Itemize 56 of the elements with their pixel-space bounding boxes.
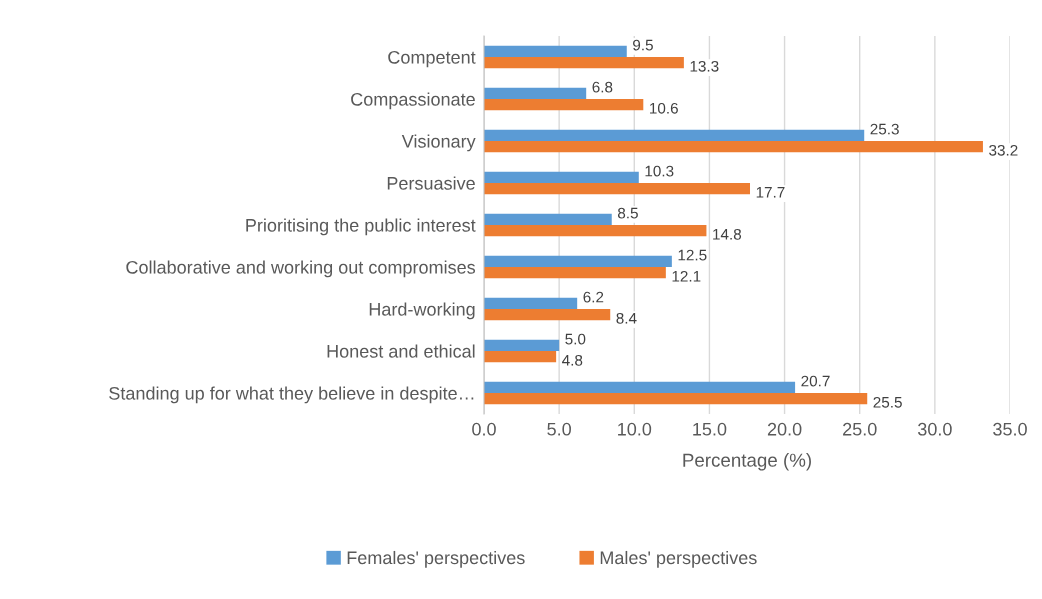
data-label: 17.7 — [756, 187, 785, 198]
y-tick-label: Competent — [388, 50, 476, 68]
data-label: 20.7 — [801, 375, 830, 387]
x-tick-label: 0.0 — [472, 422, 496, 436]
data-label: 14.8 — [713, 228, 742, 240]
data-label: 6.2 — [583, 291, 604, 303]
bar — [484, 171, 639, 183]
bar — [484, 255, 672, 267]
y-tick-label: Visionary — [401, 134, 476, 152]
y-tick-label: Honest and ethical — [327, 344, 475, 358]
data-label: 33.2 — [989, 144, 1018, 156]
bar — [484, 225, 707, 237]
bar — [484, 339, 560, 351]
legend-label: Females' perspectives — [347, 550, 525, 568]
x-tick-label: 35.0 — [993, 422, 1027, 436]
bar — [484, 129, 865, 141]
data-label: 25.3 — [870, 123, 899, 135]
x-tick-label: 10.0 — [618, 422, 652, 436]
x-tick-label: 15.0 — [693, 422, 727, 436]
data-label: 8.5 — [617, 207, 638, 219]
bar — [484, 57, 684, 69]
x-tick-label: 25.0 — [843, 422, 877, 436]
data-label: 5.0 — [565, 333, 586, 345]
x-tick-label: 5.0 — [547, 422, 571, 436]
data-label: 12.5 — [678, 249, 707, 261]
data-label: 10.3 — [645, 165, 674, 177]
y-tick-label: Hard-working — [369, 302, 475, 320]
data-label: 13.3 — [690, 60, 719, 72]
bar — [484, 183, 751, 195]
y-tick-label: Persuasive — [387, 176, 475, 190]
legend-label: Males' perspectives — [600, 550, 757, 568]
bar — [484, 99, 644, 111]
bar — [484, 267, 666, 279]
data-label: 9.5 — [633, 39, 653, 51]
bar — [484, 297, 578, 309]
x-tick-label: 20.0 — [767, 422, 802, 436]
data-label: 25.5 — [873, 396, 902, 408]
bar — [484, 309, 611, 321]
data-label: 10.6 — [650, 102, 678, 114]
y-tick-label: Compassionate — [351, 92, 475, 110]
data-label: 12.1 — [672, 270, 701, 282]
bar — [484, 87, 587, 99]
bar — [484, 393, 868, 405]
y-tick-label: Prioritising the public interest — [246, 218, 476, 236]
x-axis-title: Percentage (%) — [683, 453, 811, 471]
bar — [484, 213, 612, 225]
bar — [484, 381, 796, 393]
bar — [484, 141, 983, 153]
bar — [484, 351, 557, 363]
data-label: 4.8 — [562, 354, 583, 366]
data-label: 8.4 — [616, 312, 637, 324]
x-tick-label: 30.0 — [917, 422, 952, 436]
y-tick-label: Collaborative and working out compromises — [126, 260, 476, 278]
bar — [484, 45, 627, 57]
y-tick-label: Standing up for what they believe in despite… — [109, 386, 474, 404]
data-label: 6.8 — [592, 81, 613, 93]
